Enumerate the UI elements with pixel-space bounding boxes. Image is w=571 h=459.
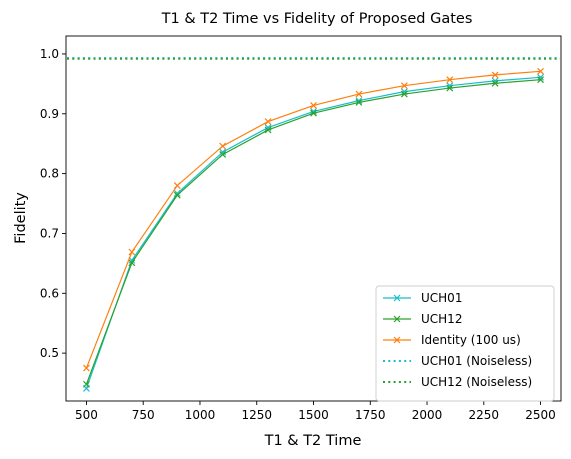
data-point-identity-100-us [537,67,544,75]
x-tick-label: 2000 [412,408,443,422]
data-point-identity-100-us [491,71,499,79]
data-point-uch01 [219,148,227,156]
data-point-identity-100-us [446,76,454,84]
data-point-uch12 [400,90,408,98]
legend-label-uch12: UCH12 [421,312,462,326]
data-point-identity-100-us [264,118,272,125]
x-tick-label: 1500 [298,408,329,422]
legend-label-identity-100-us: Identity (100 us) [421,333,521,347]
data-point-identity-100-us [355,90,363,98]
legend-marker-identity-100-us [393,336,401,344]
x-tick-label: 2500 [525,408,556,422]
data-point-uch12 [219,151,227,158]
y-tick-label: 0.6 [40,286,59,300]
series-identity-100-us [83,67,544,372]
legend-label-uch01: UCH01 [421,291,462,305]
series-uch12 [83,76,544,388]
x-axis-label: T1 & T2 Time [264,433,362,449]
x-tick-label: 1250 [241,408,272,422]
legend-box [375,285,555,402]
y-tick-label: 0.9 [40,107,59,121]
data-point-uch12 [446,84,454,92]
data-point-identity-100-us [128,248,136,256]
data-point-uch12 [264,126,272,134]
data-point-identity-100-us [400,82,408,90]
data-point-uch01 [173,189,181,197]
data-point-identity-100-us [83,364,90,372]
data-point-uch12 [355,98,363,106]
data-point-identity-100-us [219,142,227,150]
x-tick-label: 1750 [355,408,386,422]
y-tick-label: 0.5 [40,346,59,360]
legend-label-uch12-noiseless: UCH12 (Noiseless) [421,375,532,389]
x-tick-label: 2250 [469,408,500,422]
data-point-uch12 [83,380,90,388]
y-tick-label: 0.8 [40,167,59,181]
chart-title: T1 & T2 Time vs Fidelity of Proposed Gat… [161,11,473,27]
data-point-identity-100-us [173,182,181,190]
x-tick-label: 1000 [185,408,216,422]
legend-marker-uch01 [393,294,401,302]
data-point-uch12 [173,191,181,199]
legend-marker-uch12 [393,315,401,323]
legend: UCH01 UCH12 Identity (100 us) UCH01 (Noisel… [375,285,555,402]
legend-label-uch01-noiseless: UCH01 (Noiseless) [421,354,532,368]
data-point-uch12 [310,109,317,117]
x-tick-label: 750 [132,408,155,422]
data-point-uch12 [128,259,136,267]
data-point-uch12 [537,76,544,84]
y-tick-label: 0.7 [40,226,59,240]
data-point-identity-100-us [310,101,317,109]
y-axis-label: Fidelity [13,192,29,244]
data-point-uch12 [491,79,499,87]
x-tick-label: 500 [75,408,98,422]
y-tick-label: 1.0 [40,47,59,61]
